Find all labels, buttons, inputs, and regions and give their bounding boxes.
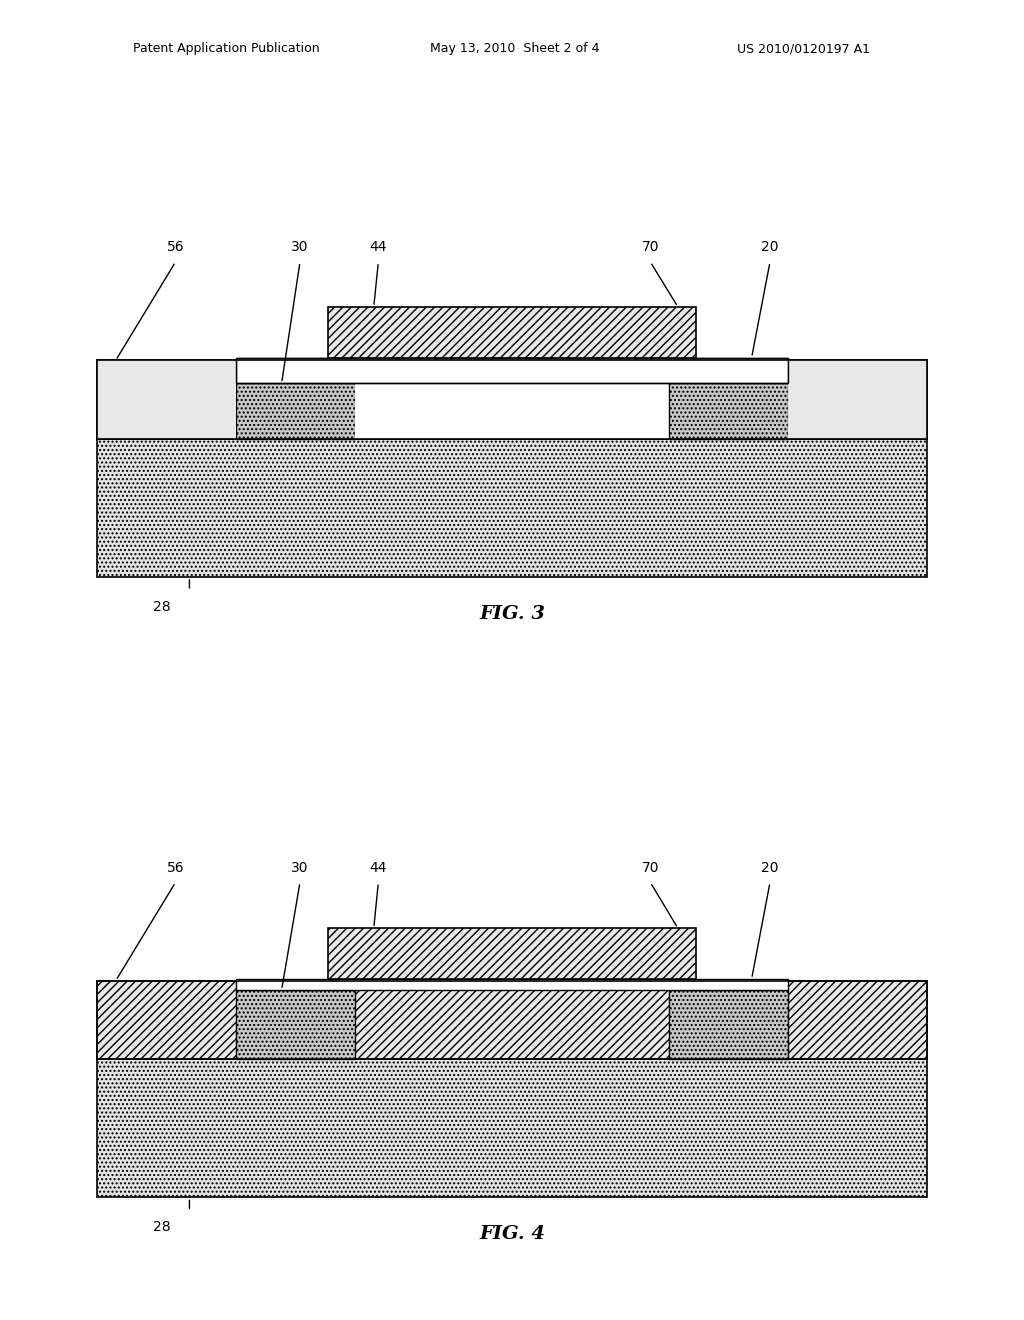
- Bar: [328, 308, 696, 358]
- Bar: [669, 990, 788, 1059]
- Bar: [328, 308, 696, 358]
- Text: Patent Application Publication: Patent Application Publication: [133, 42, 319, 55]
- Text: 20: 20: [761, 240, 779, 255]
- Text: 44: 44: [370, 861, 387, 875]
- Bar: [236, 358, 788, 383]
- Text: 56: 56: [167, 240, 184, 255]
- Bar: [97, 438, 927, 577]
- Bar: [788, 360, 927, 438]
- Bar: [97, 360, 236, 438]
- Text: 28: 28: [153, 1220, 171, 1234]
- Text: May 13, 2010  Sheet 2 of 4: May 13, 2010 Sheet 2 of 4: [430, 42, 600, 55]
- Bar: [236, 358, 788, 383]
- Bar: [97, 360, 927, 438]
- Bar: [97, 360, 927, 438]
- Bar: [236, 383, 355, 438]
- Bar: [97, 360, 236, 438]
- Bar: [669, 990, 788, 1059]
- Text: 44: 44: [370, 240, 387, 255]
- Bar: [97, 360, 236, 438]
- Text: US 2010/0120197 A1: US 2010/0120197 A1: [737, 42, 870, 55]
- Text: 28: 28: [153, 599, 171, 614]
- Bar: [97, 1059, 927, 1197]
- Text: 20: 20: [761, 861, 779, 875]
- Bar: [355, 383, 669, 438]
- Bar: [236, 383, 355, 438]
- Bar: [236, 979, 788, 990]
- Bar: [97, 1059, 927, 1197]
- Bar: [97, 981, 927, 1059]
- Text: 56: 56: [167, 861, 184, 875]
- Text: FIG. 4: FIG. 4: [479, 1225, 545, 1243]
- Bar: [97, 360, 927, 438]
- Text: 70: 70: [641, 240, 659, 255]
- Bar: [328, 928, 696, 979]
- Text: 70: 70: [641, 861, 659, 875]
- Bar: [236, 990, 355, 1059]
- Bar: [97, 981, 927, 1059]
- Bar: [97, 981, 927, 1059]
- Text: FIG. 3: FIG. 3: [479, 605, 545, 623]
- Bar: [236, 990, 355, 1059]
- Text: 30: 30: [291, 240, 309, 255]
- Bar: [669, 383, 788, 438]
- Bar: [328, 928, 696, 979]
- Text: 30: 30: [291, 861, 309, 875]
- Bar: [97, 438, 927, 577]
- Bar: [669, 383, 788, 438]
